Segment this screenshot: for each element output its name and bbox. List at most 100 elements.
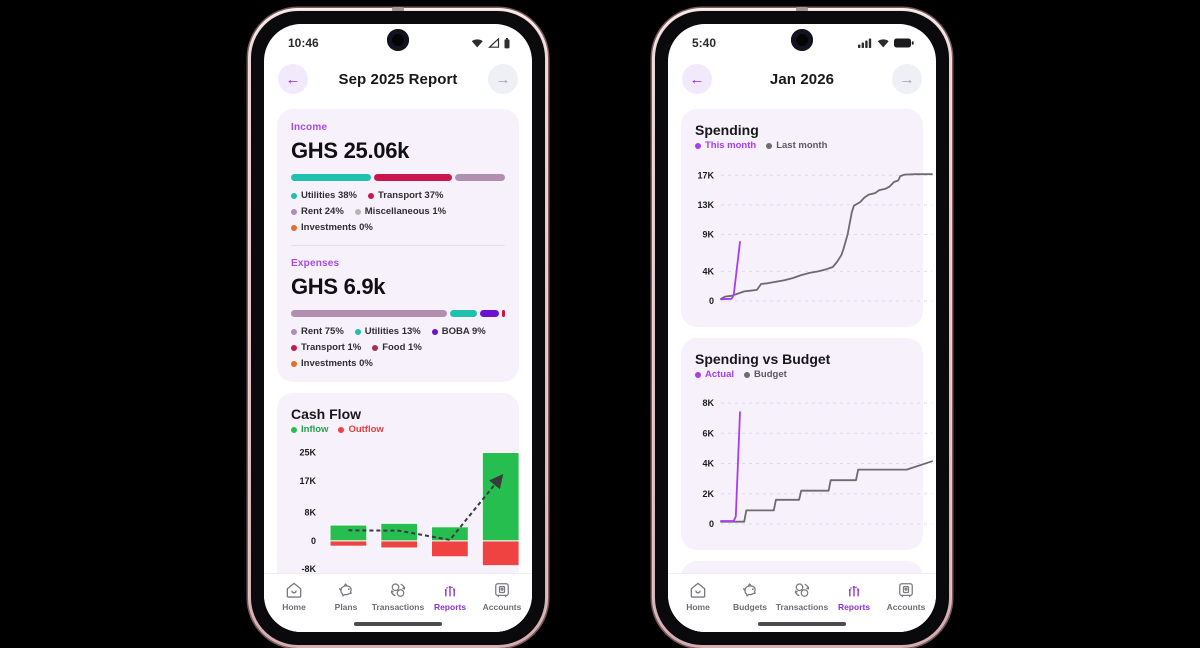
legend-dot [431, 328, 438, 335]
svg-text:0: 0 [709, 296, 714, 306]
legend-dot [372, 344, 379, 351]
legend-dot [291, 328, 297, 335]
legend-dot [744, 371, 751, 378]
page-title: Jan 2026 [769, 70, 835, 88]
report-header: ← Sep 2025 Report → [264, 52, 532, 98]
legend-label: Investments 0% [301, 222, 373, 233]
nav-item-home[interactable]: Home [672, 580, 724, 612]
nav-item-transactions[interactable]: Transactions [776, 580, 828, 612]
legend-label: Actual [705, 369, 735, 380]
nav-item-home[interactable]: Home [268, 580, 320, 612]
nav-item-budgets[interactable]: Budgets [724, 580, 776, 612]
expenses-segmented-bar [291, 310, 506, 317]
svg-text:2K: 2K [702, 489, 714, 499]
cellular-icon [858, 38, 872, 48]
nav-item-reports[interactable]: Reports [424, 580, 476, 612]
vault-icon [495, 583, 509, 598]
legend-dot [367, 192, 374, 199]
legend-dot [354, 328, 361, 335]
front-camera [387, 29, 409, 51]
spending-chart: 17K 13K 9K 4K 0 [697, 170, 933, 306]
battery-icon [894, 38, 914, 48]
front-camera [791, 29, 813, 51]
phone-bezel: 10:46 ← Sep 2025 Report → Income GHS 25.… [251, 11, 545, 645]
reports-icon [444, 586, 456, 597]
phone-right: 5:40 ← Jan 2026 → Spending This month La… [652, 7, 952, 648]
home-icon [286, 582, 302, 598]
legend-label: Transport 1% [301, 342, 362, 353]
budget-title: Spending vs Budget [695, 351, 831, 367]
legend-label: Last month [776, 140, 828, 151]
page-title: Sep 2025 Report [338, 70, 458, 88]
legend-label: Transport 37% [377, 190, 444, 201]
expenses-segment [291, 310, 448, 317]
income-legend: Utilities 38% Transport 37% Rent 24% Mis… [291, 190, 505, 233]
canvas: { "colors": { "accent": "#8b2fd6", "teal… [248, 7, 952, 648]
svg-text:6K: 6K [702, 428, 714, 438]
income-segment [454, 174, 505, 181]
nav-item-plans[interactable]: Plans [320, 580, 372, 612]
spending-title: Spending [695, 122, 759, 138]
antenna-band [392, 7, 404, 12]
svg-text:0: 0 [709, 519, 714, 529]
svg-text:8K: 8K [304, 508, 316, 518]
status-bar: 10:46 [264, 24, 532, 52]
legend-dot [291, 360, 297, 367]
gesture-bar[interactable] [758, 622, 846, 626]
nav-item-accounts[interactable]: Accounts [880, 580, 932, 612]
nav-item-reports[interactable]: Reports [828, 580, 880, 612]
legend-label: BOBA 9% [441, 326, 486, 337]
expenses-label: Expenses [291, 258, 340, 269]
expenses-legend: Rent 75% Utilities 13% BOBA 9% Transport… [291, 326, 505, 369]
screen-right: 5:40 ← Jan 2026 → Spending This month La… [668, 24, 936, 632]
legend-dot [291, 344, 297, 351]
home-icon [690, 582, 706, 598]
nav-item-transactions[interactable]: Transactions [372, 580, 424, 612]
svg-text:13K: 13K [697, 200, 714, 210]
legend-label: Rent 75% [301, 326, 344, 337]
svg-text:4K: 4K [702, 266, 714, 276]
cash-flow-legend: Inflow Outflow [291, 424, 505, 435]
report-header: ← Jan 2026 → [668, 52, 936, 98]
gesture-bar[interactable] [354, 622, 442, 626]
wifi-icon [877, 39, 889, 48]
legend-dot [291, 208, 297, 215]
legend-dot [354, 208, 361, 215]
svg-text:9K: 9K [702, 230, 714, 240]
legend-label: Outflow [348, 424, 384, 435]
nav-label: Budgets [733, 602, 767, 612]
nav-label: Accounts [482, 602, 522, 612]
transactions-icon [794, 583, 810, 597]
previous-month-button[interactable]: ← [682, 64, 712, 94]
nav-label: Reports [837, 602, 871, 612]
svg-text:17K: 17K [697, 170, 714, 180]
legend-label: Budget [754, 369, 787, 380]
nav-label: Home [282, 602, 306, 612]
antenna-band [796, 7, 808, 12]
income-segmented-bar [291, 174, 505, 181]
budget-legend: Actual Budget [695, 369, 909, 380]
previous-month-button[interactable]: ← [278, 64, 308, 94]
reports-icon [848, 586, 860, 597]
legend-dot [338, 426, 345, 433]
legend-label: Inflow [301, 424, 329, 435]
nav-label: Home [686, 602, 710, 612]
legend-label: Food 1% [382, 342, 422, 353]
svg-text:0: 0 [311, 536, 316, 546]
next-month-button[interactable]: → [487, 64, 518, 94]
legend-dot [291, 426, 297, 433]
expenses-segment [450, 310, 478, 317]
legend-label: Investments 0% [301, 358, 373, 369]
nav-item-accounts[interactable]: Accounts [476, 580, 528, 612]
next-month-button[interactable]: → [892, 64, 922, 94]
bottom-nav: Home Budgets Transactions Reports [668, 573, 936, 632]
svg-text:4K: 4K [702, 459, 714, 469]
legend-label: Utilities 13% [364, 326, 421, 337]
legend-label: Utilities 38% [301, 190, 357, 201]
spending-legend: This month Last month [695, 140, 909, 151]
nav-label: Transactions [371, 602, 425, 612]
legend-label: Miscellaneous 1% [364, 206, 447, 217]
spending-card: Spending This month Last month 17K 13K 9K 4… [681, 109, 933, 327]
piggy-bank-icon [339, 583, 352, 597]
income-label: Income [291, 122, 328, 133]
